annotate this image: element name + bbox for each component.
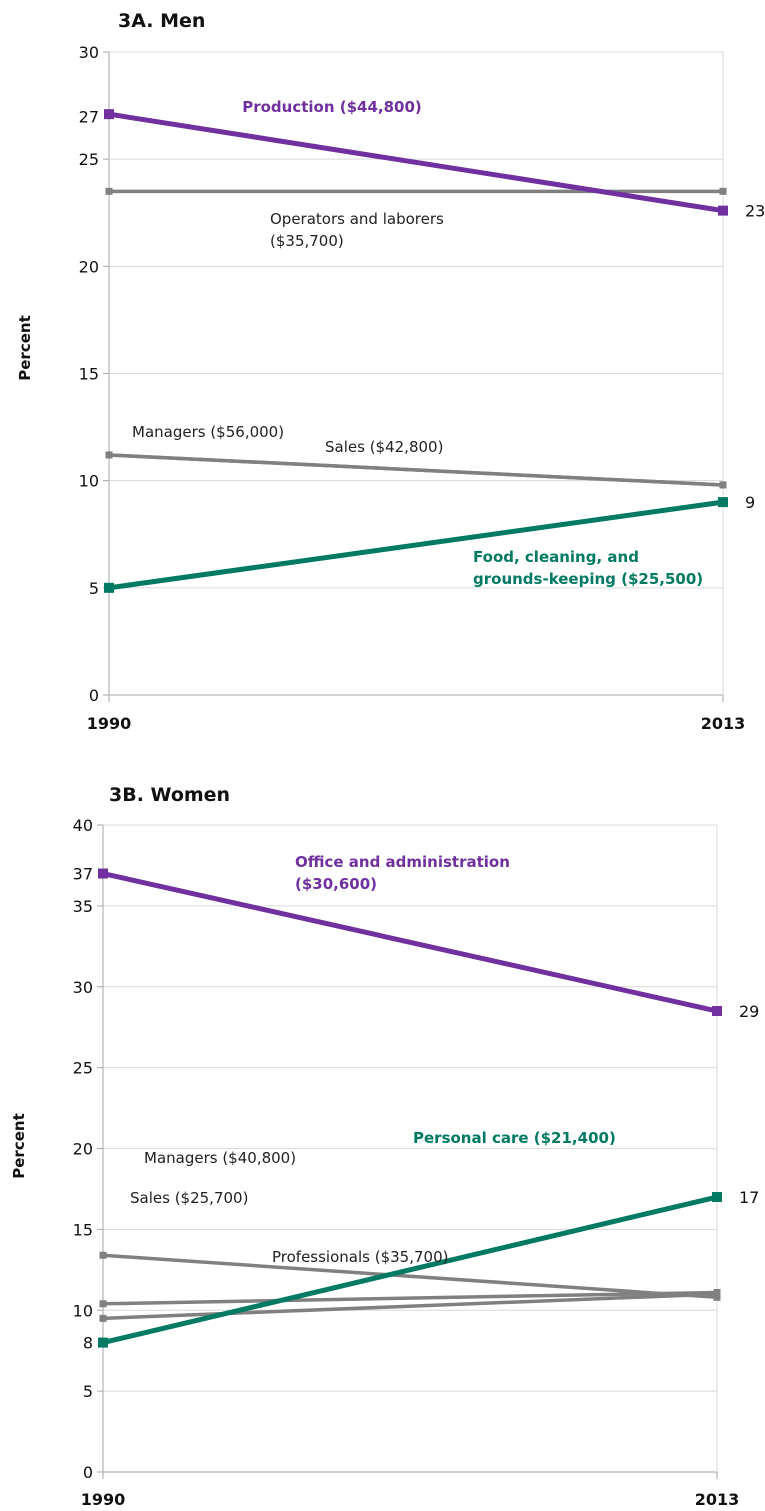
series-label-line: Personal care ($21,400) xyxy=(413,1129,616,1147)
y-tick-label: 15 xyxy=(79,365,99,384)
data-point-food-cleaning-and-grounds-keeping xyxy=(104,582,114,593)
end-value-label: 17 xyxy=(739,1188,759,1207)
series-line-food-cleaning-and-grounds-keeping xyxy=(108,499,724,591)
series-label-managers: Managers ($40,800) xyxy=(144,1149,296,1167)
series-label-sales: Sales ($42,800) xyxy=(325,438,443,456)
series-label-line: Operators and laborers xyxy=(270,210,444,228)
series-line-production xyxy=(108,111,724,214)
series-label-managers: Managers ($56,000) xyxy=(132,423,284,441)
series-label-food-cleaning-and-grounds-keeping: Food, cleaning, and grounds-keeping ($25,… xyxy=(473,548,703,588)
data-point-office-and-administration xyxy=(98,868,108,879)
y-tick-label: 0 xyxy=(89,686,99,705)
data-point-production xyxy=(718,205,728,216)
y-tick-label: 25 xyxy=(79,150,99,169)
x-tick-label: 1990 xyxy=(87,714,132,733)
x-tick-label: 1990 xyxy=(81,1490,126,1509)
series-label-line: Managers ($56,000) xyxy=(132,423,284,441)
y-tick-label: 30 xyxy=(73,978,93,997)
y-axis-label: Percent xyxy=(16,315,34,380)
data-point-sales xyxy=(105,451,113,459)
data-point-office-and-administration xyxy=(712,1006,722,1017)
data-point-personal-care xyxy=(712,1192,722,1203)
series-label-office-and-administration: Office and administration ($30,600) xyxy=(295,853,510,893)
y-tick-label: 5 xyxy=(89,579,99,598)
y-tick-label: 20 xyxy=(79,257,99,276)
y-tick-label: 5 xyxy=(83,1382,93,1401)
end-value-label: 9 xyxy=(745,493,755,512)
data-point-managers xyxy=(99,1251,107,1259)
panel-women: 3B. Women Percent 0 5 10 15 20 25 30 35 40 37 8 1990 2… xyxy=(10,784,759,1509)
data-point-sales xyxy=(99,1300,107,1308)
series-label-line: grounds-keeping ($25,500) xyxy=(473,570,703,588)
series-label-sales: Sales ($25,700) xyxy=(130,1189,248,1207)
data-point-professionals xyxy=(713,1290,721,1298)
end-value-label: 23 xyxy=(745,202,765,221)
y-tick-label: 10 xyxy=(79,472,99,491)
y-tick-label: 10 xyxy=(73,1301,93,1320)
series-line-sales xyxy=(102,1290,718,1306)
y-tick-label: 35 xyxy=(73,897,93,916)
data-point-sales xyxy=(719,481,727,489)
series-label-production: Production ($44,800) xyxy=(242,98,422,116)
y-tick-label: 15 xyxy=(73,1220,93,1239)
panel-men: 3A. Men Percent 0 5 10 15 20 25 30 27 1990 2013 23 9 P… xyxy=(16,10,765,733)
data-point-personal-care xyxy=(98,1337,108,1348)
y-tick-label: 20 xyxy=(73,1140,93,1159)
data-point-professionals xyxy=(99,1314,107,1322)
end-value-label: 29 xyxy=(739,1002,759,1021)
y-axis-label: Percent xyxy=(10,1113,28,1178)
chart-title: 3A. Men xyxy=(118,10,205,32)
series-label-line: ($30,600) xyxy=(295,875,377,893)
y-tick-label: 40 xyxy=(73,816,93,835)
series-line-managers xyxy=(102,1253,718,1300)
series-label-professionals: Professionals ($35,700) xyxy=(272,1248,448,1266)
series-label-line: Managers ($40,800) xyxy=(144,1149,296,1167)
series-label-line: Sales ($25,700) xyxy=(130,1189,248,1207)
series-line-office-and-administration xyxy=(102,871,718,1014)
y-start-value-label: 27 xyxy=(79,107,99,126)
series-label-line: Food, cleaning, and xyxy=(473,548,639,566)
y-tick-label: 25 xyxy=(73,1059,93,1078)
chart-title: 3B. Women xyxy=(109,784,230,806)
data-point-operators-and-laborers xyxy=(719,187,727,195)
series-line-personal-care xyxy=(102,1194,718,1346)
series-line-sales xyxy=(108,453,724,487)
data-point-production xyxy=(104,109,114,120)
series-label-line: ($35,700) xyxy=(270,232,344,250)
x-tick-label: 2013 xyxy=(695,1490,740,1509)
y-start-value-label: 37 xyxy=(73,865,93,884)
data-point-food-cleaning-and-grounds-keeping xyxy=(718,497,728,508)
series-label-line: Production ($44,800) xyxy=(242,98,422,116)
series-label-personal-care: Personal care ($21,400) xyxy=(413,1129,616,1147)
series-line-professionals xyxy=(102,1292,718,1321)
y-tick-label: 30 xyxy=(79,43,99,62)
y-start-value-label: 8 xyxy=(83,1334,93,1353)
series-label-operators-and-laborers: Operators and laborers ($35,700) xyxy=(270,210,444,250)
series-label-line: Professionals ($35,700) xyxy=(272,1248,448,1266)
data-point-operators-and-laborers xyxy=(105,187,113,195)
x-tick-label: 2013 xyxy=(701,714,746,733)
series-label-line: Sales ($42,800) xyxy=(325,438,443,456)
series-label-line: Office and administration xyxy=(295,853,510,871)
y-tick-label: 0 xyxy=(83,1463,93,1482)
